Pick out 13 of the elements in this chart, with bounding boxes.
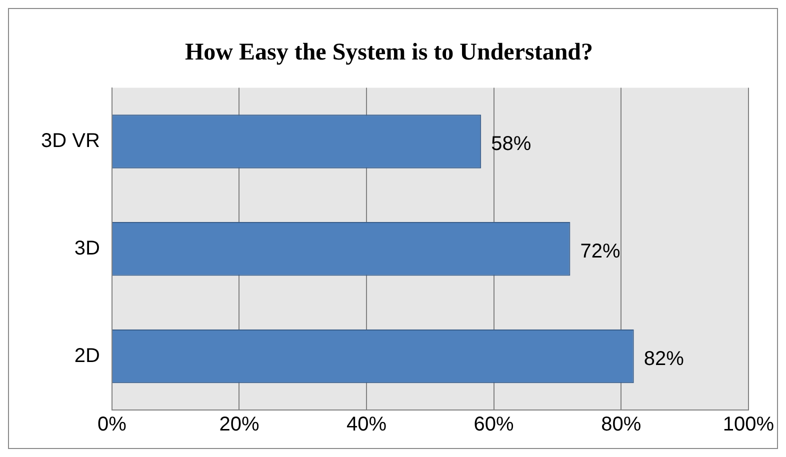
x-tick-label: 20% bbox=[219, 414, 260, 436]
x-tick-label: 40% bbox=[346, 414, 387, 436]
y-tick-label: 3D VR bbox=[41, 130, 100, 152]
data-label: 72% bbox=[580, 240, 620, 262]
data-label: 82% bbox=[644, 348, 684, 370]
x-tick-label: 0% bbox=[97, 414, 127, 436]
x-tick-label: 60% bbox=[474, 414, 514, 436]
chart-title: How Easy the System is to Understand? bbox=[184, 40, 594, 66]
y-tick-label: 3D bbox=[74, 237, 100, 260]
x-tick-label: 80% bbox=[601, 414, 642, 436]
x-tick-label: 100% bbox=[722, 414, 774, 436]
y-tick-label: 2D bbox=[74, 344, 100, 367]
data-label: 58% bbox=[491, 133, 532, 156]
